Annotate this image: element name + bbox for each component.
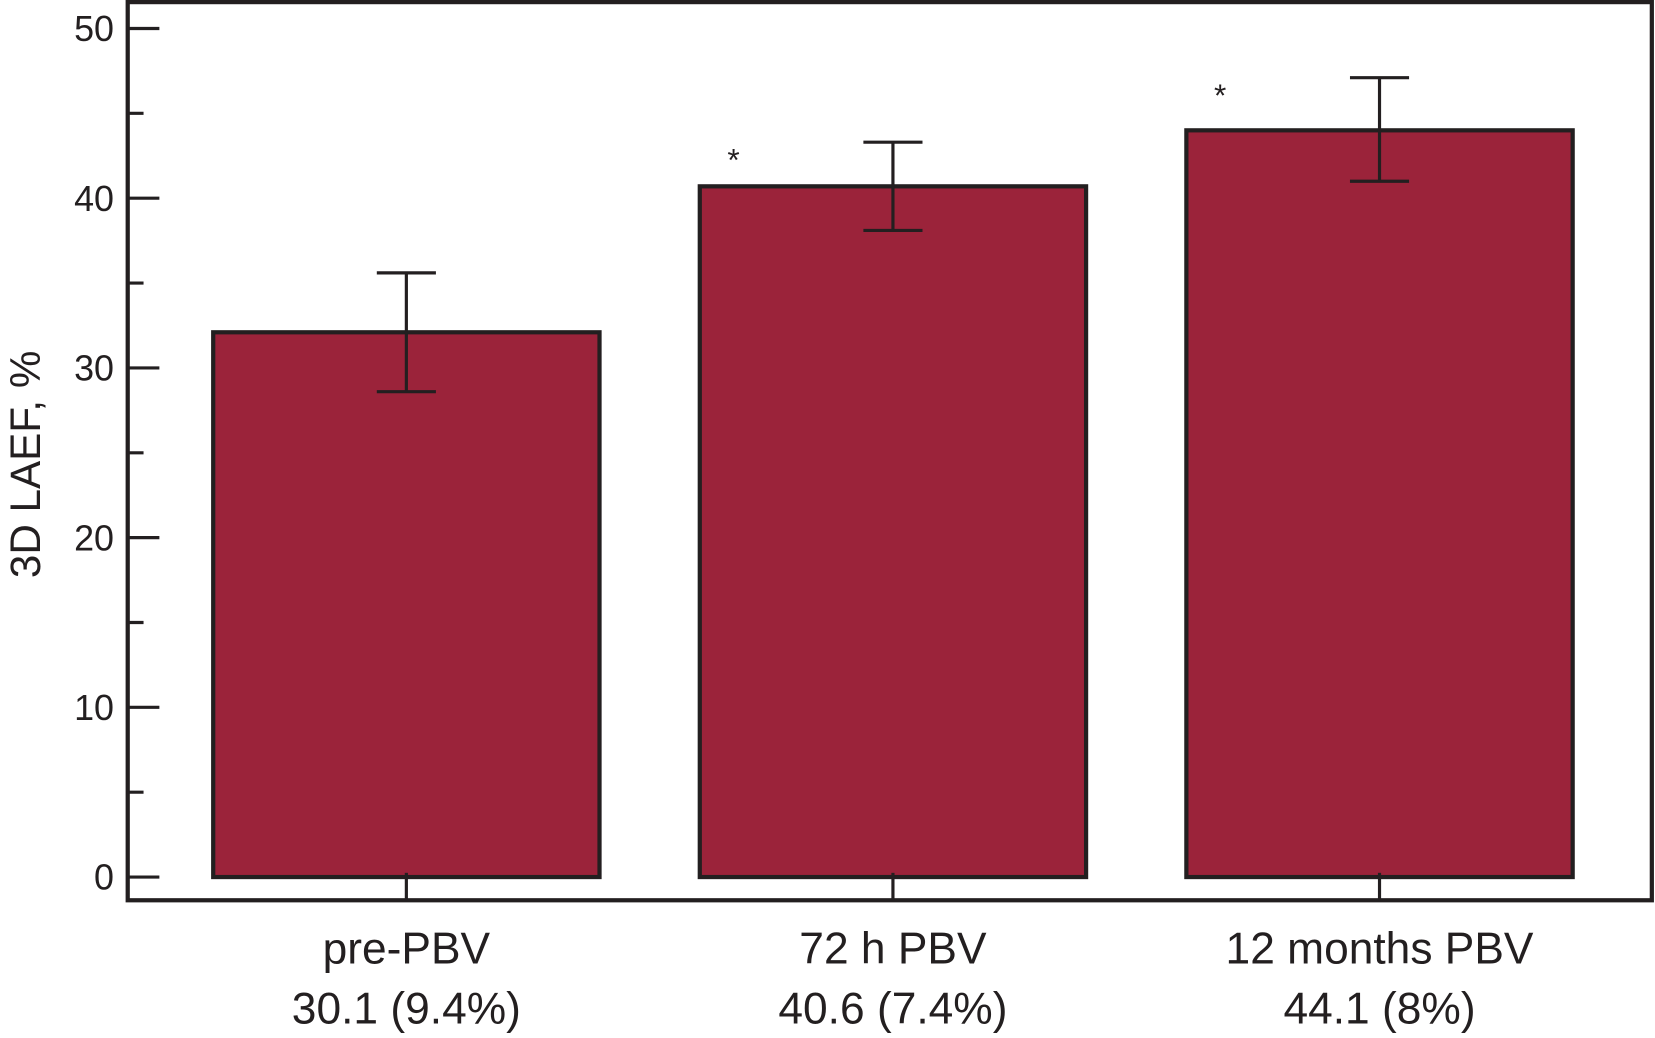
y-tick-label: 10 bbox=[74, 688, 114, 728]
y-tick-label: 50 bbox=[74, 9, 114, 49]
y-tick-label: 0 bbox=[94, 858, 114, 898]
bar bbox=[1184, 128, 1575, 880]
y-tick-label: 20 bbox=[74, 518, 114, 558]
bar bbox=[211, 330, 602, 880]
bar bbox=[697, 184, 1089, 880]
significance-marker: * bbox=[1214, 77, 1226, 113]
x-tick-sublabel: 30.1 (9.4%) bbox=[292, 985, 521, 1034]
x-tick-label: 12 months PBV bbox=[1226, 925, 1534, 974]
x-tick-label: pre-PBV bbox=[323, 925, 491, 974]
x-tick-sublabel: 44.1 (8%) bbox=[1283, 985, 1475, 1034]
y-axis-label: 3D LAEF, % bbox=[2, 351, 49, 579]
significance-marker: * bbox=[727, 142, 739, 178]
bars: ** bbox=[211, 76, 1575, 880]
y-tick-label: 30 bbox=[74, 349, 114, 389]
x-axis: pre-PBV 30.1 (9.4%) 72 h PBV 40.6 (7.4%) 12 … bbox=[292, 872, 1534, 1034]
x-tick-sublabel: 40.6 (7.4%) bbox=[778, 985, 1007, 1034]
x-tick-label: 72 h PBV bbox=[799, 925, 987, 974]
y-axis: 0 10 20 30 40 50 bbox=[74, 9, 160, 898]
y-tick-label: 40 bbox=[74, 179, 114, 219]
